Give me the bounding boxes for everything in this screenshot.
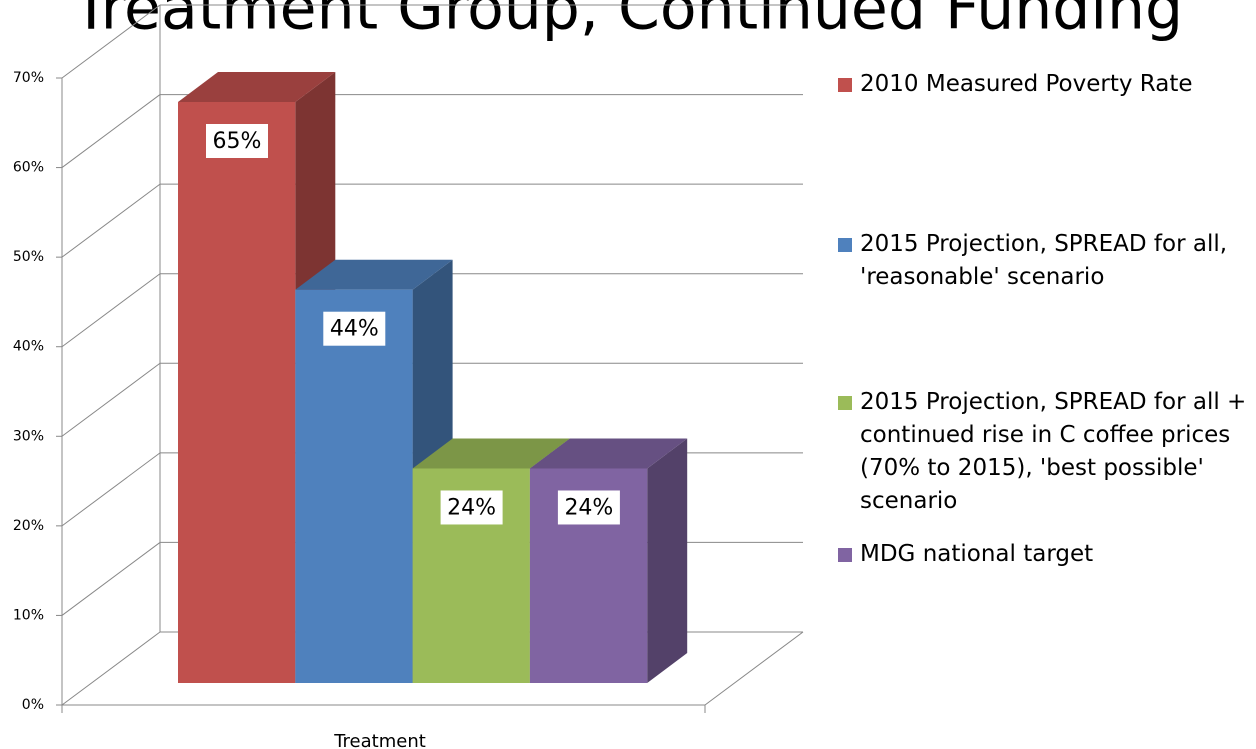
- data-label-box: [323, 311, 386, 346]
- legend-item: 2015 Projection, SPREAD for all, 'reason…: [838, 228, 1250, 294]
- chart-title: Treatment Group, Continued Funding: [72, 0, 1183, 44]
- bar: [178, 102, 296, 683]
- y-tick-label: 50%: [13, 249, 44, 265]
- legend-swatch: [838, 548, 852, 562]
- bar: [295, 289, 413, 683]
- y-tick-label: 70%: [13, 70, 44, 86]
- grid-line: [61, 542, 161, 616]
- bar-top: [178, 72, 336, 102]
- data-label-box: [206, 124, 268, 158]
- grid-line: [61, 94, 161, 168]
- data-label-box: [557, 490, 620, 525]
- y-tick-label: 10%: [13, 607, 44, 623]
- y-tick-label: 20%: [13, 518, 44, 534]
- legend-swatch: [838, 396, 852, 410]
- y-tick-label: 40%: [13, 339, 44, 355]
- bar-side: [647, 438, 688, 683]
- data-label: 44%: [330, 317, 379, 342]
- legend-swatch: [838, 78, 852, 92]
- bar-top: [529, 438, 688, 469]
- legend-label: 2015 Projection, SPREAD for all + contin…: [860, 389, 1247, 514]
- grid-line: [61, 631, 161, 706]
- y-tick-label: 60%: [13, 160, 44, 176]
- legend-label: MDG national target: [860, 541, 1094, 567]
- legend-item: MDG national target: [838, 538, 1250, 571]
- bar-top: [412, 438, 570, 469]
- legend-swatch: [838, 238, 852, 252]
- grid-line: [61, 4, 161, 79]
- legend-item: 2015 Projection, SPREAD for all + contin…: [838, 386, 1250, 518]
- grid-line: [61, 183, 161, 258]
- bar-top: [295, 259, 453, 290]
- legend-label: 2015 Projection, SPREAD for all, 'reason…: [860, 231, 1228, 290]
- legend-item: 2010 Measured Poverty Rate: [838, 68, 1250, 101]
- x-tick-label: Treatment: [333, 731, 426, 749]
- data-label: 24%: [447, 495, 496, 520]
- legend-label: 2010 Measured Poverty Rate: [860, 71, 1193, 97]
- data-label-box: [440, 490, 503, 525]
- data-label: 24%: [564, 495, 613, 520]
- grid-line: [61, 273, 161, 348]
- grid-line: [61, 452, 161, 527]
- data-label: 65%: [213, 129, 262, 154]
- y-tick-label: 30%: [13, 428, 44, 444]
- grid-line: [61, 362, 161, 437]
- y-tick-label: 0%: [22, 697, 44, 713]
- floor-edge: [704, 631, 804, 706]
